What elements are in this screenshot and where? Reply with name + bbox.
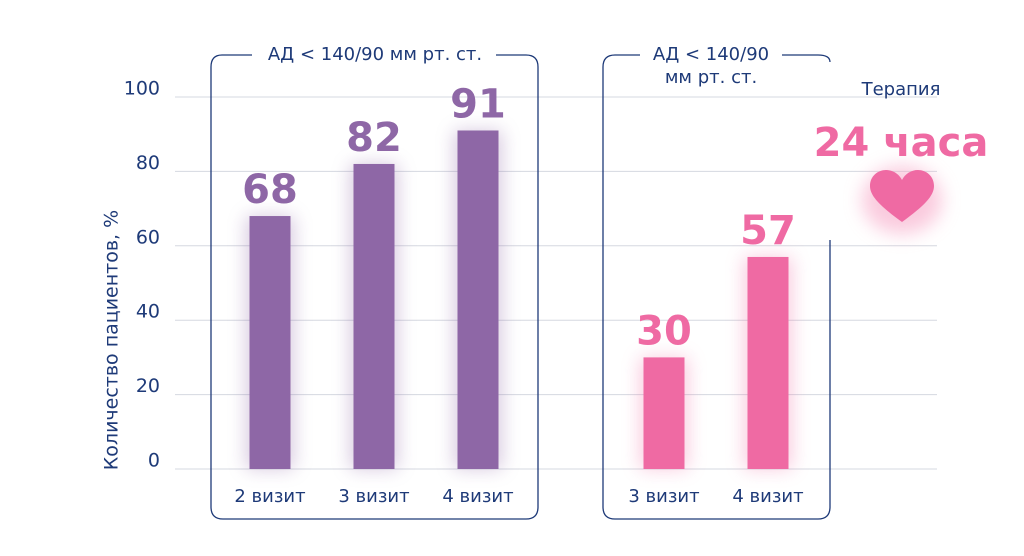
x-tick-label: 3 визит (628, 486, 699, 507)
x-tick-label: 4 визит (442, 486, 513, 507)
panel-title: мм рт. ст. (665, 67, 757, 88)
heart-icon (870, 170, 934, 222)
panel-frame (210, 54, 539, 520)
y-tick-label: 60 (136, 226, 160, 248)
bar (353, 163, 395, 469)
value-label: 91 (450, 81, 506, 127)
x-tick-label: 3 визит (338, 486, 409, 507)
annotation-highlight: 24 часа (814, 120, 989, 166)
y-tick-label: 80 (136, 152, 160, 174)
annotation-label: Терапия (861, 79, 941, 100)
y-tick-label: 20 (136, 375, 160, 397)
grid: 0 20 40 60 80 100 (124, 78, 937, 472)
value-label: 82 (346, 115, 402, 161)
x-tick-label: 2 визит (234, 486, 305, 507)
bar (457, 130, 499, 470)
bar (249, 216, 291, 469)
y-axis-label: Количество пациентов, % (101, 210, 123, 470)
x-tick-label: 4 визит (732, 486, 803, 507)
y-tick-label: 0 (148, 450, 160, 472)
value-label: 57 (740, 208, 796, 254)
value-label: 68 (242, 167, 298, 213)
panel-title: АД < 140/90 мм рт. ст. (268, 44, 482, 65)
y-tick-label: 100 (124, 78, 160, 100)
bar (643, 357, 685, 469)
panel-frame (602, 54, 831, 520)
panel-title: АД < 140/90 (653, 44, 769, 65)
y-tick-label: 40 (136, 301, 160, 323)
bar (747, 256, 789, 469)
value-label: 30 (636, 308, 692, 354)
